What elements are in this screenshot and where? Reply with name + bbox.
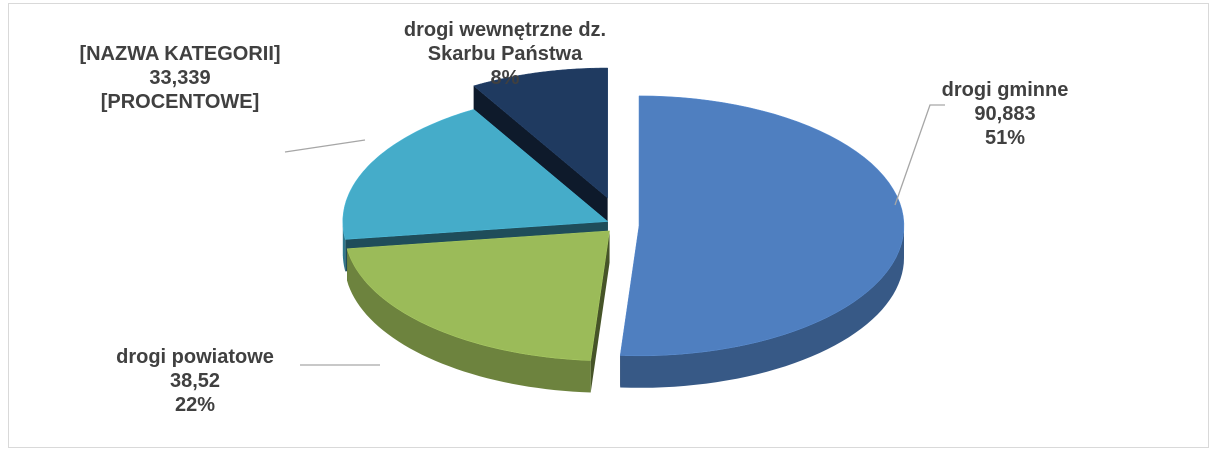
label-line: [NAZWA KATEGORII] [79,43,281,65]
slice [346,230,610,361]
label-line: 90,883 [974,103,1036,125]
leader-line [284,139,366,153]
label-line: 8% [490,67,520,89]
label-line: drogi wewnętrzne dz. Skarbu Państwa [403,19,607,65]
slice-side [347,248,591,393]
data-label: drogi gminne 90,883 51% [920,78,1090,150]
label-line: 22% [174,394,216,416]
label-line: drogi powiatowe [116,346,274,368]
pie [342,67,905,393]
label-line: [PROCENTOWE] [100,91,260,113]
slice-side [620,225,904,388]
slice [473,67,608,199]
data-label: [NAZWA KATEGORII] 33,339 [PROCENTOWE] [70,42,290,114]
label-line: 51% [984,127,1026,149]
leader-lines [284,104,945,366]
slice-side [342,221,346,272]
label-line: drogi gminne [941,79,1069,101]
label-line: 38,52 [169,370,221,392]
slice [342,109,609,240]
label-line: 33,339 [149,67,211,89]
slice-side [590,230,610,393]
slice [619,95,905,357]
chart-border [8,3,1209,448]
leader-line [894,104,945,206]
data-label: drogi wewnętrzne dz. Skarbu Państwa 8% [370,18,640,90]
data-label: drogi powiatowe 38,52 22% [80,345,310,417]
